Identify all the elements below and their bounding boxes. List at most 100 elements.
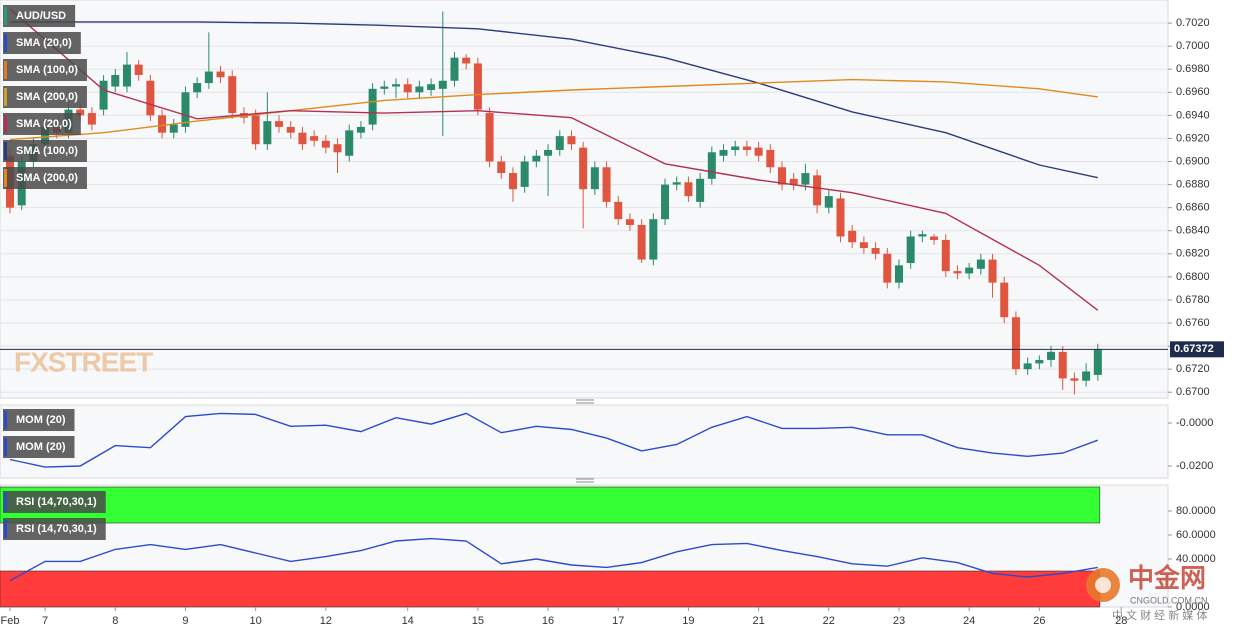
rsi-band xyxy=(0,486,1101,524)
indicator-line xyxy=(9,412,1099,468)
legend-label: SMA (100,0) xyxy=(16,145,78,157)
candle-body xyxy=(298,132,307,145)
candle-body xyxy=(122,64,131,87)
legend-swatch xyxy=(4,61,7,79)
y-tick-label: 0.6800 xyxy=(1176,271,1210,283)
candle-body xyxy=(930,236,939,240)
candle-body xyxy=(894,265,903,283)
x-tick-label: 22 xyxy=(823,615,835,627)
candle-body xyxy=(392,84,401,87)
logo: 中金网 CNGOLD.COM.CN 中 文 财 经 新 媒 体 xyxy=(1086,563,1208,622)
y-tick-label: 0.6940 xyxy=(1176,109,1210,121)
legend-swatch xyxy=(4,520,7,538)
legend-swatch xyxy=(4,411,7,429)
candle-body xyxy=(544,149,553,156)
candle-body xyxy=(567,136,576,145)
y-tick-label: 0.0000 xyxy=(1176,601,1210,613)
sma-line xyxy=(9,78,1098,141)
legend-box xyxy=(3,113,81,135)
rsi-band xyxy=(0,570,1101,608)
legend-box xyxy=(3,491,106,513)
legend-item: AUD/USD xyxy=(3,5,76,27)
candle-body xyxy=(1023,363,1032,370)
candle-body xyxy=(520,161,529,187)
candle-body xyxy=(778,167,787,185)
candle-body xyxy=(976,259,985,269)
candle-body xyxy=(193,83,202,93)
candle-body xyxy=(111,74,120,87)
legend-label: SMA (20,0) xyxy=(16,118,72,130)
legend-item: SMA (100,0) xyxy=(3,59,87,81)
legend-item: SMA (20,0) xyxy=(3,32,81,54)
candle-body xyxy=(1058,351,1067,379)
candle-body xyxy=(696,178,705,202)
candle-body xyxy=(333,144,342,153)
candle-body xyxy=(637,224,646,260)
y-tick-label: 0.6700 xyxy=(1176,386,1210,398)
legend-item: SMA (200,0) xyxy=(3,167,87,189)
x-tick-label: 15 xyxy=(472,615,484,627)
candle-body xyxy=(754,147,763,156)
legend-box xyxy=(3,518,106,540)
candle-body xyxy=(555,136,564,150)
legend-swatch xyxy=(4,34,7,52)
candle-body xyxy=(649,219,658,260)
candle-body xyxy=(485,113,494,162)
candle-body xyxy=(368,88,377,125)
candle-body xyxy=(169,124,178,133)
candle-body xyxy=(427,84,436,90)
candle-body xyxy=(1000,282,1009,318)
candle-body xyxy=(41,126,50,145)
candle-body xyxy=(216,71,225,78)
candle-body xyxy=(707,152,716,179)
legend-swatch xyxy=(4,88,7,106)
legend-label: AUD/USD xyxy=(16,10,66,22)
candle-body xyxy=(965,267,974,274)
candle-body xyxy=(988,259,997,283)
legend-label: SMA (20,0) xyxy=(16,37,72,49)
candle-body xyxy=(684,182,693,197)
legend-box xyxy=(3,409,75,431)
main-panel xyxy=(0,0,1169,399)
candle-body xyxy=(438,80,447,89)
candle-body xyxy=(859,242,868,249)
sma-line xyxy=(9,8,1099,311)
sma-line xyxy=(10,21,1098,179)
y-tick-label: 0.6780 xyxy=(1176,294,1210,306)
legend-item: SMA (200,0) xyxy=(3,86,87,108)
candle-body xyxy=(286,126,295,133)
candle-body xyxy=(321,140,330,148)
legend-label: SMA (100,0) xyxy=(16,64,78,76)
legend-box xyxy=(3,5,76,27)
x-tick-label: 7 xyxy=(42,615,48,627)
x-tick-label: 28 xyxy=(1115,615,1127,627)
candle-body xyxy=(473,63,482,110)
candle-body xyxy=(403,84,412,93)
mom-panel xyxy=(0,404,1169,479)
candle-body xyxy=(742,146,751,150)
candle-body xyxy=(836,198,845,237)
logo-mark-inner xyxy=(1095,577,1111,593)
y-tick-label: 0.6960 xyxy=(1176,86,1210,98)
candle-body xyxy=(310,136,319,141)
legend-label: RSI (14,70,30,1) xyxy=(16,523,97,535)
y-tick-label: 60.0000 xyxy=(1176,529,1216,541)
legend-item: SMA (20,0) xyxy=(3,113,81,135)
candle-body xyxy=(181,92,190,127)
x-tick-label: 9 xyxy=(182,615,188,627)
candle-body xyxy=(1082,371,1091,381)
legend-item: MOM (20) xyxy=(3,409,75,431)
legend-swatch xyxy=(4,7,7,25)
y-tick-label: 0.7000 xyxy=(1176,40,1210,52)
x-tick-label: 8 xyxy=(112,615,118,627)
y-tick-label: -0.0000 xyxy=(1176,417,1213,429)
candle-body xyxy=(953,271,962,274)
candle-body xyxy=(532,155,541,162)
candle-body xyxy=(848,230,857,243)
legend-swatch xyxy=(4,115,7,133)
watermark: FXSTREET xyxy=(14,346,153,377)
candle-body xyxy=(824,196,833,208)
x-tick-label: 10 xyxy=(250,615,262,627)
candle-body xyxy=(1093,349,1102,375)
legend-box xyxy=(3,59,87,81)
